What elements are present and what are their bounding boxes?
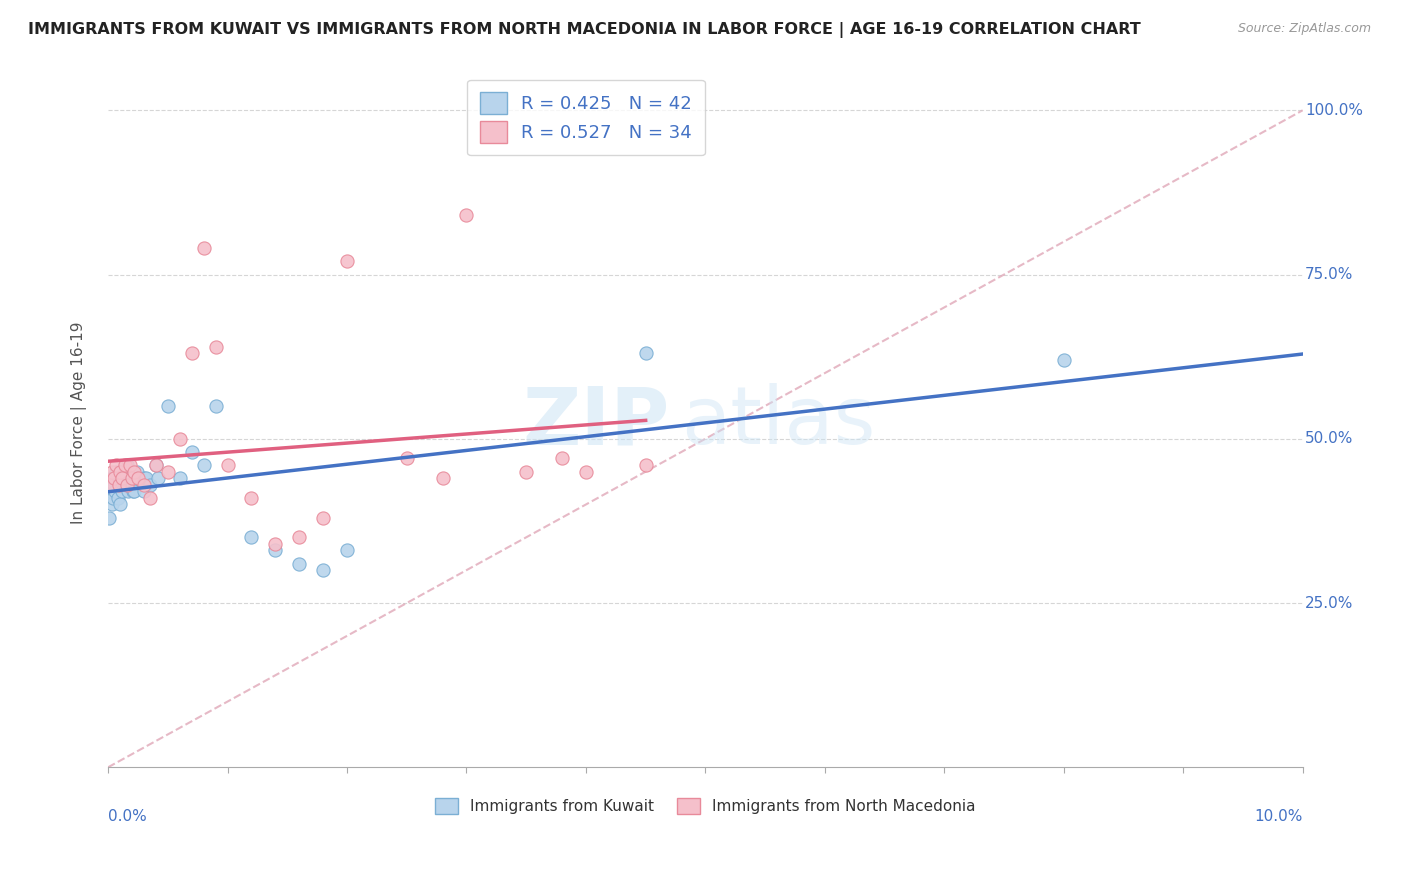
Point bbox=[100, 498, 122, 512]
Point bbox=[124, 484, 146, 499]
Point bbox=[193, 458, 215, 472]
Text: 0.0%: 0.0% bbox=[108, 809, 146, 823]
Point bbox=[336, 543, 359, 558]
Point bbox=[336, 254, 359, 268]
Point bbox=[145, 458, 167, 472]
Point bbox=[125, 465, 148, 479]
Point bbox=[312, 510, 335, 524]
Point bbox=[515, 465, 537, 479]
Point bbox=[193, 241, 215, 255]
Point bbox=[288, 557, 311, 571]
Point bbox=[204, 399, 226, 413]
Text: IMMIGRANTS FROM KUWAIT VS IMMIGRANTS FROM NORTH MACEDONIA IN LABOR FORCE | AGE 1: IMMIGRANTS FROM KUWAIT VS IMMIGRANTS FRO… bbox=[28, 22, 1140, 38]
Point bbox=[132, 477, 155, 491]
Point bbox=[127, 471, 149, 485]
Point bbox=[107, 491, 129, 505]
Point bbox=[98, 510, 121, 524]
Point bbox=[127, 471, 149, 485]
Point bbox=[135, 471, 157, 485]
Point bbox=[288, 530, 311, 544]
Text: Source: ZipAtlas.com: Source: ZipAtlas.com bbox=[1237, 22, 1371, 36]
Point bbox=[111, 484, 134, 499]
Point bbox=[111, 471, 134, 485]
Point bbox=[121, 477, 143, 491]
Point bbox=[112, 471, 135, 485]
Point bbox=[312, 563, 335, 577]
Point bbox=[118, 471, 141, 485]
Y-axis label: In Labor Force | Age 16-19: In Labor Force | Age 16-19 bbox=[72, 321, 87, 524]
Point bbox=[115, 458, 138, 472]
Point bbox=[105, 458, 128, 472]
Text: 25.0%: 25.0% bbox=[1305, 596, 1354, 610]
Point bbox=[264, 543, 287, 558]
Point bbox=[122, 484, 145, 499]
Point bbox=[108, 471, 131, 485]
Point bbox=[145, 458, 167, 472]
Point bbox=[139, 491, 162, 505]
Point bbox=[105, 465, 128, 479]
Legend: Immigrants from Kuwait, Immigrants from North Macedonia: Immigrants from Kuwait, Immigrants from … bbox=[427, 790, 983, 822]
Point bbox=[240, 491, 263, 505]
Point bbox=[117, 484, 139, 499]
Point bbox=[103, 477, 125, 491]
Point bbox=[124, 465, 146, 479]
Point bbox=[101, 491, 124, 505]
Point bbox=[264, 537, 287, 551]
Point bbox=[98, 477, 121, 491]
Point bbox=[103, 471, 125, 485]
Point bbox=[148, 471, 170, 485]
Point bbox=[110, 471, 132, 485]
Point bbox=[115, 477, 138, 491]
Point bbox=[104, 484, 127, 499]
Point bbox=[108, 465, 131, 479]
Point bbox=[395, 451, 418, 466]
Point bbox=[121, 471, 143, 485]
Point bbox=[204, 340, 226, 354]
Point bbox=[156, 465, 179, 479]
Point bbox=[217, 458, 239, 472]
Point bbox=[100, 465, 122, 479]
Point bbox=[169, 471, 191, 485]
Point bbox=[118, 458, 141, 472]
Point bbox=[108, 477, 131, 491]
Point bbox=[139, 477, 162, 491]
Point bbox=[114, 458, 136, 472]
Point bbox=[180, 445, 202, 459]
Point bbox=[634, 346, 657, 360]
Text: 50.0%: 50.0% bbox=[1305, 431, 1354, 446]
Point bbox=[108, 498, 131, 512]
Text: 100.0%: 100.0% bbox=[1305, 103, 1362, 118]
Text: atlas: atlas bbox=[682, 384, 876, 461]
Point bbox=[100, 484, 122, 499]
Point bbox=[456, 208, 478, 222]
Point bbox=[100, 471, 122, 485]
Point bbox=[115, 477, 138, 491]
Point bbox=[575, 465, 598, 479]
Point bbox=[240, 530, 263, 544]
Point bbox=[108, 477, 131, 491]
Text: 10.0%: 10.0% bbox=[1254, 809, 1303, 823]
Point bbox=[132, 471, 155, 485]
Point bbox=[180, 346, 202, 360]
Point bbox=[156, 399, 179, 413]
Text: ZIP: ZIP bbox=[522, 384, 669, 461]
Point bbox=[132, 484, 155, 499]
Point bbox=[634, 458, 657, 472]
Point bbox=[432, 471, 454, 485]
Point bbox=[169, 432, 191, 446]
Point bbox=[551, 451, 574, 466]
Point bbox=[1053, 353, 1076, 368]
Text: 75.0%: 75.0% bbox=[1305, 267, 1354, 282]
